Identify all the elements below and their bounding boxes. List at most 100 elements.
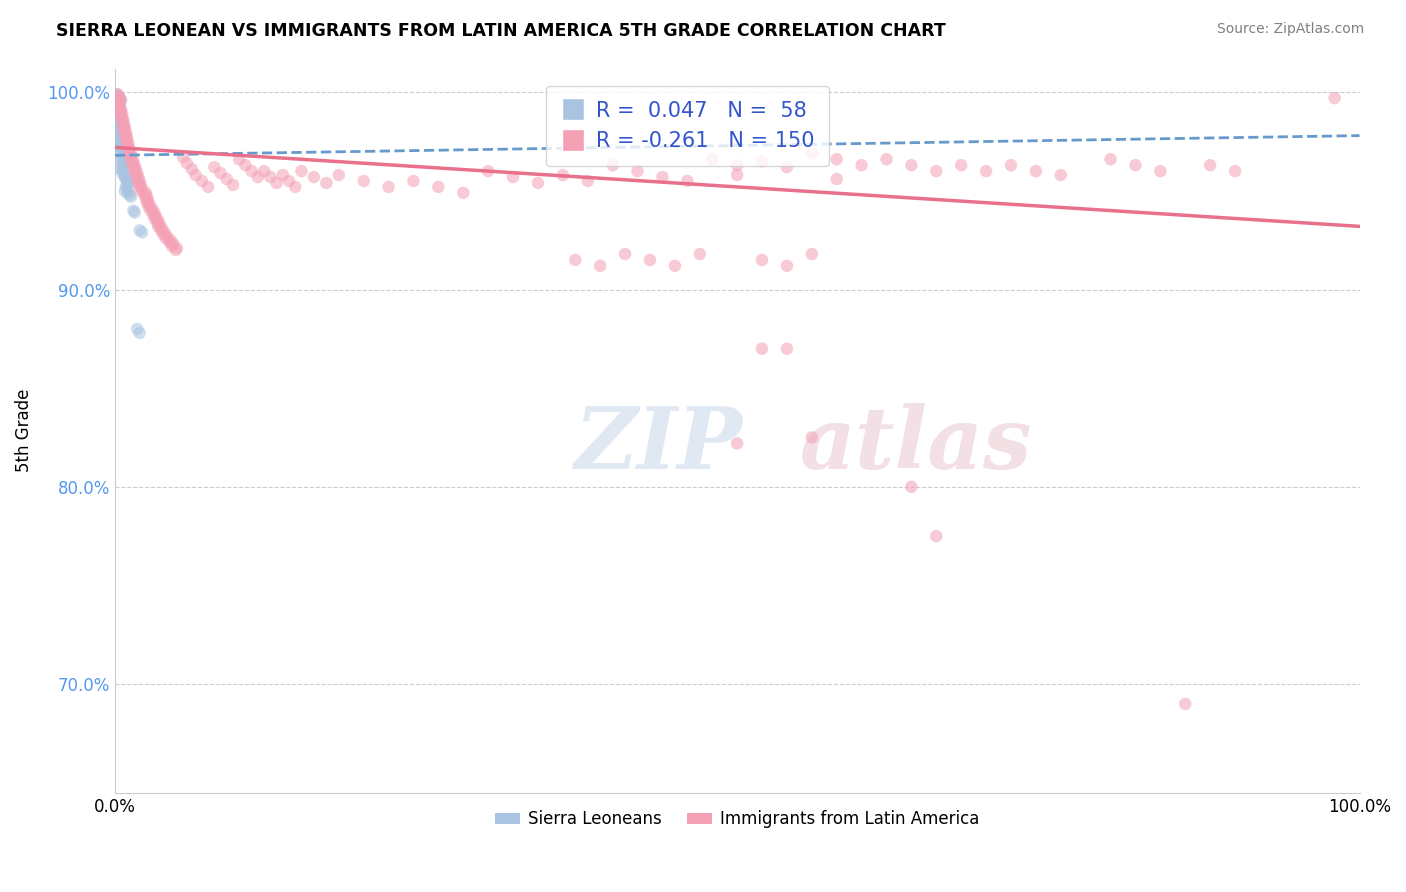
Point bbox=[136, 195, 159, 210]
Point bbox=[266, 176, 288, 190]
Point bbox=[117, 136, 139, 151]
Point bbox=[110, 140, 132, 154]
Point bbox=[197, 180, 219, 194]
Point bbox=[143, 211, 166, 226]
Point bbox=[110, 112, 132, 127]
Point bbox=[115, 125, 138, 139]
Point bbox=[110, 154, 132, 169]
Point bbox=[974, 164, 997, 178]
Point bbox=[166, 241, 188, 255]
Point bbox=[107, 143, 129, 157]
Point bbox=[121, 150, 143, 164]
Point bbox=[138, 197, 160, 211]
Point bbox=[114, 122, 136, 136]
Point bbox=[900, 480, 922, 494]
Point bbox=[110, 120, 132, 135]
Point bbox=[115, 186, 138, 200]
Point bbox=[120, 153, 142, 167]
Point bbox=[1149, 164, 1171, 178]
Point bbox=[150, 221, 173, 235]
Point bbox=[108, 104, 131, 119]
Point bbox=[156, 229, 179, 244]
Point bbox=[124, 158, 146, 172]
Point bbox=[1125, 158, 1147, 172]
Point bbox=[110, 130, 132, 145]
Point bbox=[117, 140, 139, 154]
Point bbox=[105, 97, 128, 112]
Point bbox=[271, 168, 294, 182]
Point bbox=[129, 184, 152, 198]
Point bbox=[689, 247, 711, 261]
Point bbox=[117, 182, 139, 196]
Point bbox=[228, 153, 250, 167]
Point bbox=[602, 158, 624, 172]
Point bbox=[172, 150, 194, 164]
Point bbox=[107, 122, 129, 136]
Point bbox=[477, 164, 499, 178]
Point bbox=[118, 187, 141, 202]
Point bbox=[664, 259, 686, 273]
Point bbox=[1223, 164, 1246, 178]
Point bbox=[184, 168, 207, 182]
Point bbox=[125, 162, 148, 177]
Point bbox=[589, 259, 612, 273]
Point bbox=[851, 158, 873, 172]
Point bbox=[776, 259, 799, 273]
Point bbox=[114, 184, 136, 198]
Point bbox=[131, 182, 153, 196]
Point bbox=[124, 205, 146, 219]
Point bbox=[614, 247, 637, 261]
Point bbox=[160, 239, 183, 253]
Point bbox=[110, 93, 132, 107]
Point bbox=[128, 180, 150, 194]
Point bbox=[107, 109, 129, 123]
Point bbox=[111, 111, 134, 125]
Point bbox=[117, 176, 139, 190]
Point bbox=[800, 247, 823, 261]
Point bbox=[453, 186, 475, 200]
Point bbox=[222, 178, 245, 192]
Point bbox=[107, 95, 129, 109]
Point bbox=[108, 119, 131, 133]
Point bbox=[139, 203, 162, 218]
Point bbox=[145, 210, 167, 224]
Point bbox=[111, 107, 134, 121]
Point bbox=[146, 215, 169, 229]
Point bbox=[776, 160, 799, 174]
Point bbox=[105, 87, 128, 102]
Point bbox=[115, 128, 138, 143]
Point bbox=[176, 156, 198, 170]
Point bbox=[148, 219, 170, 234]
Point bbox=[105, 136, 128, 151]
Point bbox=[302, 169, 325, 184]
Point bbox=[111, 153, 134, 167]
Point bbox=[105, 127, 128, 141]
Point bbox=[108, 91, 131, 105]
Point bbox=[108, 104, 131, 119]
Point bbox=[751, 342, 773, 356]
Legend: Sierra Leoneans, Immigrants from Latin America: Sierra Leoneans, Immigrants from Latin A… bbox=[488, 804, 986, 835]
Point bbox=[112, 112, 135, 127]
Point bbox=[1049, 168, 1071, 182]
Point bbox=[108, 132, 131, 146]
Point bbox=[114, 169, 136, 184]
Point bbox=[576, 174, 599, 188]
Point bbox=[128, 326, 150, 340]
Point bbox=[108, 138, 131, 153]
Point bbox=[162, 237, 184, 252]
Text: SIERRA LEONEAN VS IMMIGRANTS FROM LATIN AMERICA 5TH GRADE CORRELATION CHART: SIERRA LEONEAN VS IMMIGRANTS FROM LATIN … bbox=[56, 22, 946, 40]
Point bbox=[191, 174, 214, 188]
Point bbox=[108, 99, 131, 113]
Point bbox=[235, 158, 257, 172]
Point bbox=[124, 164, 146, 178]
Point bbox=[122, 203, 145, 218]
Point bbox=[638, 252, 661, 267]
Point bbox=[502, 169, 524, 184]
Point bbox=[141, 202, 163, 216]
Point bbox=[149, 223, 172, 237]
Point bbox=[527, 176, 550, 190]
Point bbox=[1174, 697, 1197, 711]
Point bbox=[107, 101, 129, 115]
Point bbox=[114, 119, 136, 133]
Y-axis label: 5th Grade: 5th Grade bbox=[15, 389, 32, 472]
